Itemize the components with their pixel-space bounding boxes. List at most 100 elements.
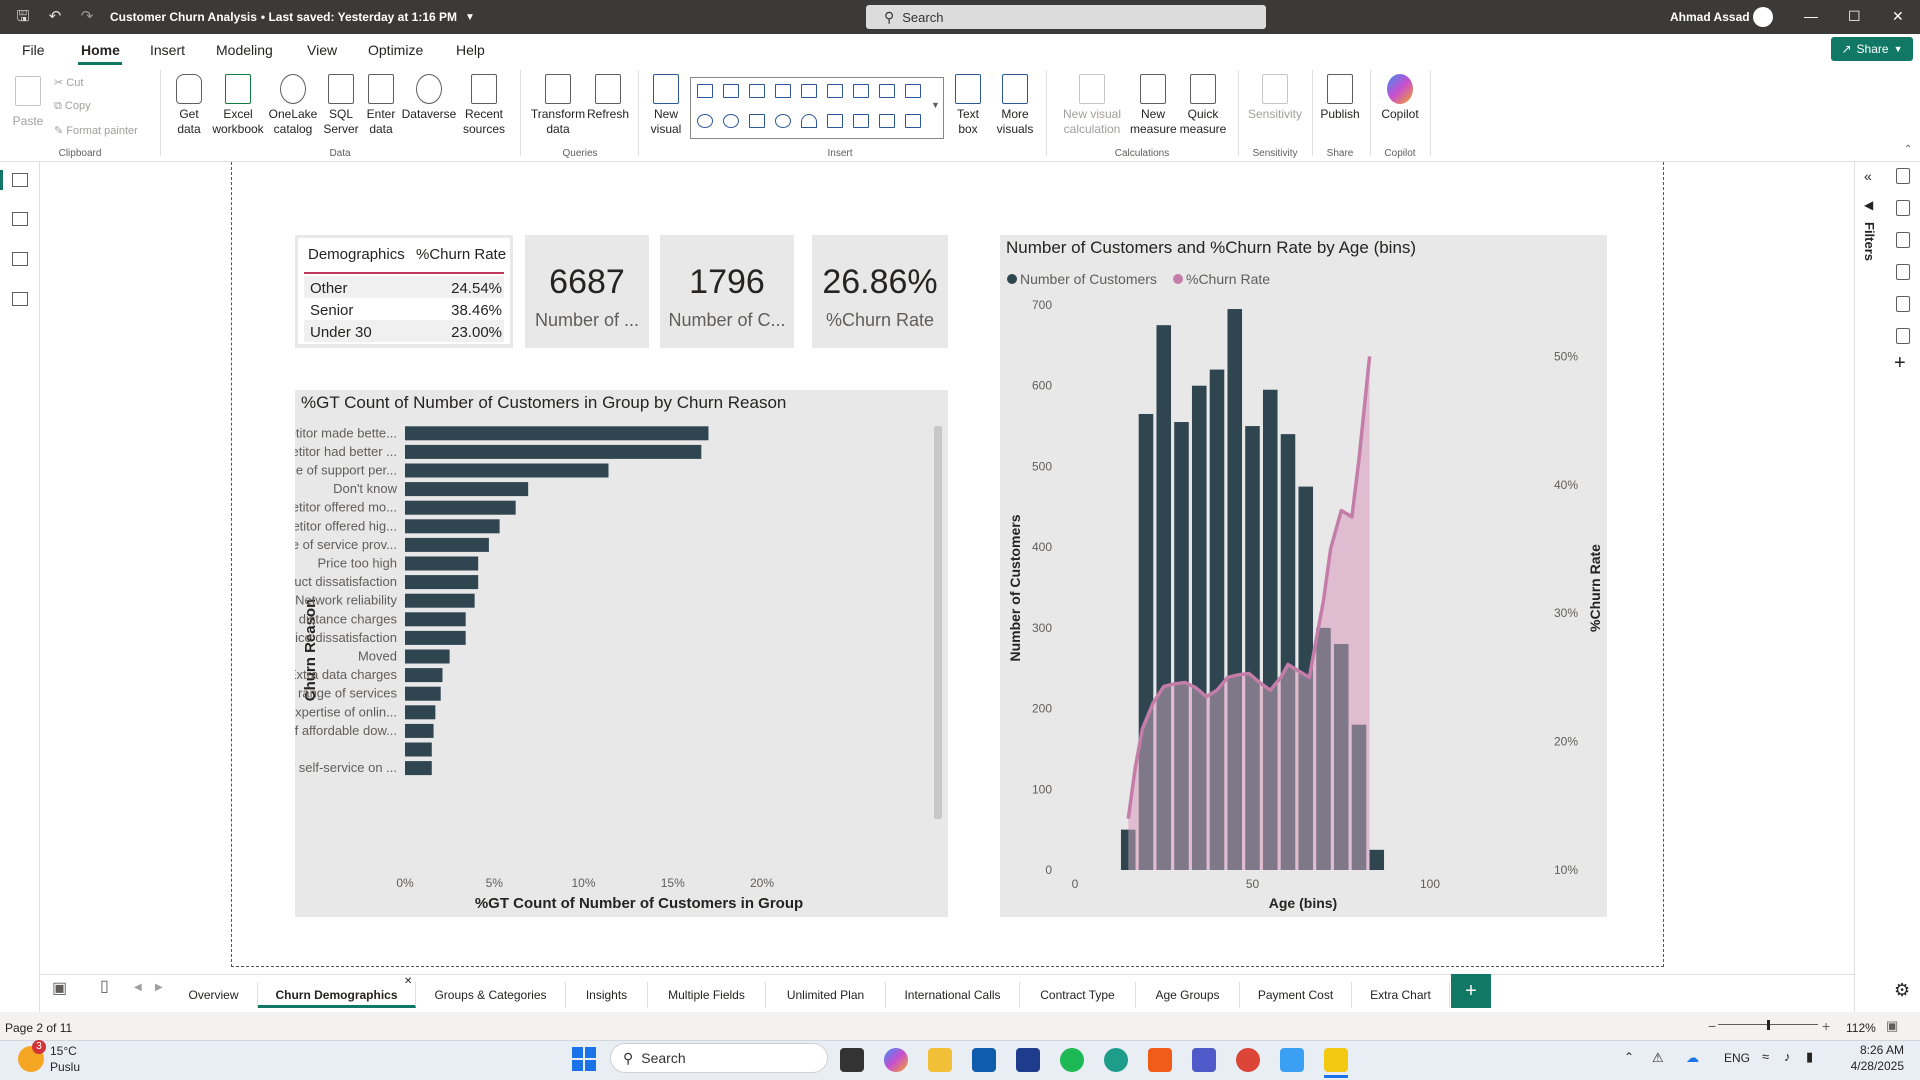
excel-workbook-button[interactable]: Excel workbook bbox=[210, 74, 266, 137]
scroll-right-icon[interactable]: ▶ bbox=[155, 982, 163, 993]
data-pane-icon[interactable] bbox=[1896, 168, 1910, 184]
bar[interactable] bbox=[405, 686, 441, 701]
close-tab-icon[interactable]: ✕ bbox=[404, 976, 413, 987]
card-icon[interactable] bbox=[827, 114, 843, 128]
tab-groups-categories[interactable]: Groups & Categories bbox=[416, 982, 566, 1008]
text-box-button[interactable]: Text box bbox=[948, 74, 988, 137]
onelake-catalog-button[interactable]: OneLake catalog bbox=[266, 74, 320, 137]
clustered-bar-icon[interactable] bbox=[749, 84, 765, 98]
onedrive-icon[interactable]: ☁ bbox=[1686, 1050, 1699, 1065]
enter-data-button[interactable]: Enter data bbox=[362, 74, 400, 137]
power-bi-icon[interactable] bbox=[1324, 1048, 1348, 1072]
chrome-icon[interactable] bbox=[1236, 1048, 1260, 1072]
bar[interactable] bbox=[405, 742, 432, 757]
bar[interactable] bbox=[405, 556, 479, 571]
bar[interactable] bbox=[405, 649, 450, 664]
chevron-down-icon[interactable]: ▼ bbox=[931, 100, 940, 110]
bar[interactable] bbox=[405, 519, 500, 534]
file-explorer-icon[interactable] bbox=[928, 1048, 952, 1072]
map-icon[interactable] bbox=[775, 114, 791, 128]
bar[interactable] bbox=[405, 444, 702, 459]
get-data-button[interactable]: Get data bbox=[168, 74, 210, 137]
bar[interactable] bbox=[1280, 434, 1296, 870]
tab-international-calls[interactable]: International Calls bbox=[886, 982, 1020, 1008]
language-indicator[interactable]: ENG bbox=[1724, 1051, 1751, 1065]
task-view-icon[interactable] bbox=[840, 1048, 864, 1072]
transform-data-button[interactable]: Transform data bbox=[528, 74, 588, 137]
bar[interactable] bbox=[1245, 426, 1260, 870]
bar[interactable] bbox=[1351, 724, 1367, 870]
mobile-layout-icon[interactable]: ▯ bbox=[100, 978, 109, 995]
zoom-level[interactable]: 112% bbox=[1846, 1021, 1876, 1035]
store-icon[interactable] bbox=[972, 1048, 996, 1072]
add-page-button[interactable]: + bbox=[1451, 974, 1491, 1008]
tab-extra-chart[interactable]: Extra Chart bbox=[1352, 982, 1450, 1008]
sql-server-button[interactable]: SQL Server bbox=[322, 74, 360, 137]
zoom-out-icon[interactable]: − bbox=[1708, 1018, 1717, 1034]
line-chart-icon[interactable] bbox=[853, 84, 869, 98]
bar[interactable] bbox=[405, 705, 436, 720]
tab-overview[interactable]: Overview bbox=[170, 982, 258, 1008]
share-button[interactable]: ↗ Share ▼ bbox=[1831, 37, 1913, 61]
pie-chart-icon[interactable] bbox=[697, 114, 713, 128]
spotify-icon[interactable] bbox=[1060, 1048, 1084, 1072]
maximize-icon[interactable]: ☐ bbox=[1848, 8, 1861, 24]
cut-button[interactable]: ✂ Cut bbox=[54, 77, 84, 89]
teams-icon[interactable] bbox=[1192, 1048, 1216, 1072]
tab-churn-demographics[interactable]: Churn Demographics bbox=[258, 982, 416, 1008]
quick-measure-button[interactable]: Quick measure bbox=[1178, 74, 1228, 137]
selection-pane-icon[interactable] bbox=[1896, 296, 1910, 312]
area-chart-icon[interactable] bbox=[879, 84, 895, 98]
treemap-icon[interactable] bbox=[749, 114, 765, 128]
redo-icon[interactable]: ↷ bbox=[80, 8, 94, 25]
new-visual-calculation-button[interactable]: New visual calculation bbox=[1054, 74, 1130, 137]
save-icon[interactable]: 🖫 bbox=[16, 8, 30, 25]
bar[interactable] bbox=[405, 482, 529, 497]
expand-filters-icon[interactable]: « bbox=[1864, 168, 1872, 184]
undo-icon[interactable]: ↶ bbox=[48, 8, 62, 25]
zoom-in-icon[interactable]: + bbox=[1822, 1018, 1831, 1034]
scrollbar[interactable] bbox=[934, 426, 942, 819]
menu-home[interactable]: Home bbox=[81, 42, 120, 58]
desktop-layout-icon[interactable]: ▣ bbox=[52, 980, 68, 997]
scroll-left-icon[interactable]: ◀ bbox=[134, 982, 142, 993]
donut-chart-icon[interactable] bbox=[723, 114, 739, 128]
table-header-churn-rate[interactable]: %Churn Rate bbox=[416, 246, 507, 263]
weather-temp[interactable]: 15°C bbox=[50, 1044, 77, 1058]
avatar[interactable] bbox=[1753, 7, 1773, 27]
bookmarks-icon[interactable] bbox=[1896, 264, 1910, 280]
bar[interactable] bbox=[1138, 413, 1154, 870]
dataverse-button[interactable]: Dataverse bbox=[400, 74, 458, 122]
refresh-button[interactable]: Refresh bbox=[586, 74, 630, 122]
bar[interactable] bbox=[405, 426, 709, 441]
card-churned-customers[interactable]: 1796 Number of C... bbox=[660, 235, 794, 348]
new-measure-button[interactable]: New measure bbox=[1130, 74, 1177, 137]
app-l-icon[interactable] bbox=[1016, 1048, 1040, 1072]
100-column-icon[interactable] bbox=[827, 84, 843, 98]
bar[interactable] bbox=[1333, 644, 1349, 870]
zoom-slider-thumb[interactable] bbox=[1767, 1020, 1770, 1030]
tab-insights[interactable]: Insights bbox=[566, 982, 648, 1008]
copy-button[interactable]: ⧉ Copy bbox=[54, 100, 91, 112]
bar[interactable] bbox=[405, 463, 609, 478]
taskbar-search[interactable]: ⚲ Search bbox=[610, 1043, 828, 1073]
zoom-slider[interactable] bbox=[1718, 1020, 1818, 1030]
weather-desc[interactable]: Puslu bbox=[50, 1060, 81, 1074]
model-view-icon[interactable] bbox=[12, 252, 28, 266]
bar[interactable] bbox=[1262, 389, 1278, 870]
chevron-down-icon[interactable]: ▼ bbox=[465, 11, 475, 23]
100-bar-icon[interactable] bbox=[801, 84, 817, 98]
report-view-icon[interactable] bbox=[12, 173, 28, 187]
start-icon[interactable] bbox=[572, 1047, 596, 1071]
tab-multiple-fields[interactable]: Multiple Fields bbox=[648, 982, 766, 1008]
visualizations-pane-icon[interactable] bbox=[1896, 200, 1910, 216]
bar[interactable] bbox=[405, 630, 466, 645]
bar[interactable] bbox=[1120, 829, 1136, 870]
bar[interactable] bbox=[1316, 627, 1331, 870]
menu-help[interactable]: Help bbox=[456, 42, 485, 58]
tab-payment-cost[interactable]: Payment Cost bbox=[1240, 982, 1352, 1008]
tab-unlimited-plan[interactable]: Unlimited Plan bbox=[766, 982, 886, 1008]
format-painter-button[interactable]: ✎ Format painter bbox=[54, 125, 138, 137]
churn-reason-bar-chart[interactable]: %GT Count of Number of Customers in Grou… bbox=[252, 390, 948, 917]
age-combo-chart[interactable]: Number of Customers and %Churn Rate by A… bbox=[1000, 235, 1607, 917]
